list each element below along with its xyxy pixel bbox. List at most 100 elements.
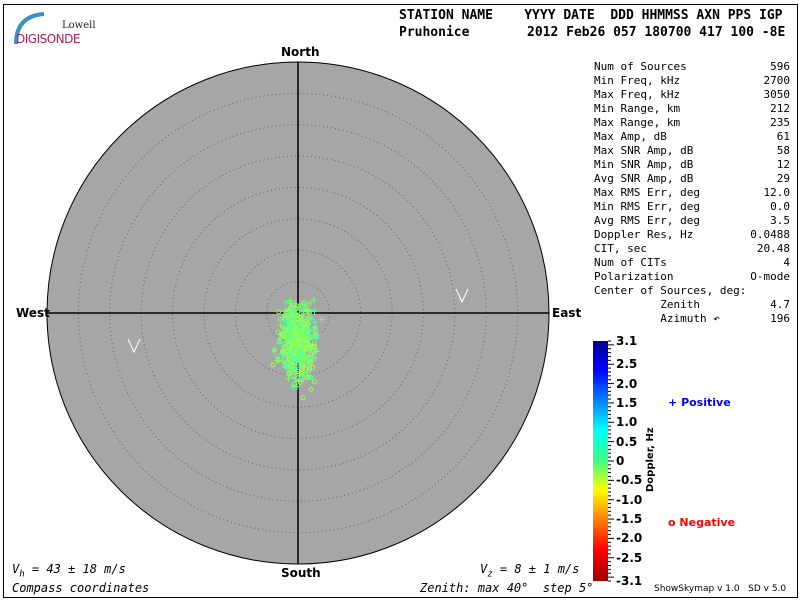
stat-value: 58 [776, 144, 790, 157]
stat-label: Azimuth ↶ [594, 312, 720, 325]
stat-label: Min Range, km [594, 102, 681, 115]
header-labels: STATION NAME YYYY DATE DDD HHMMSS AXN PP… [399, 8, 783, 23]
source-negative [307, 360, 313, 366]
logo-line2: DIGISONDE [16, 32, 80, 46]
source-negative [296, 334, 302, 340]
stat-value: 0.0488 [750, 228, 790, 241]
source-negative [302, 306, 308, 312]
stat-label: Min SNR Amp, dB [594, 158, 694, 171]
source-negative [305, 315, 311, 321]
plus-icon: + [668, 396, 678, 409]
source-negative [297, 314, 303, 320]
source-negative [293, 340, 299, 346]
stat-label: Num of CITs [594, 256, 667, 269]
stat-value: 12.0 [763, 186, 791, 199]
source-negative [286, 338, 292, 344]
stat-row: Avg SNR Amp, dB 29 [594, 172, 790, 186]
colorbar-tick-label: 0 [616, 454, 625, 468]
stat-row: Min RMS Err, deg 0.0 [594, 200, 790, 214]
source-negative [301, 300, 307, 306]
source-negative [282, 312, 288, 318]
source-negative [289, 333, 295, 339]
source-positive [296, 349, 303, 356]
stat-row: Num of Sources 596 [594, 60, 790, 74]
source-negative [282, 340, 288, 346]
stat-value: 4.7 [770, 298, 790, 311]
source-negative [305, 345, 311, 351]
station-name: Pruhonice [399, 25, 470, 40]
stat-label: Polarization [594, 270, 674, 283]
stat-row: Max Amp, dB 61 [594, 130, 790, 144]
south-label: South [281, 566, 321, 580]
stat-label: Max Amp, dB [594, 130, 667, 143]
colorbar-tick-label: 1.0 [616, 415, 638, 430]
stat-row: Min Freq, kHz 2700 [594, 74, 790, 88]
stat-row: Center of Sources, deg: [594, 284, 790, 298]
source-positive [286, 309, 293, 316]
stat-row: CIT, sec 20.48 [594, 242, 790, 256]
source-negative [277, 316, 283, 322]
legend-negative: o Negative [668, 516, 736, 529]
source-positive [310, 354, 317, 361]
source-positive [270, 348, 277, 355]
source-positive [307, 308, 314, 315]
source-negative [305, 375, 311, 381]
stat-row: Max SNR Amp, dB 58 [594, 144, 790, 158]
stat-value: 0.0 [770, 200, 790, 213]
source-negative [298, 370, 304, 376]
stat-row: Min SNR Amp, dB 12 [594, 158, 790, 172]
stat-label: Doppler Res, Hz [594, 228, 694, 241]
stat-row: Max Range, km 235 [594, 116, 790, 130]
colorbar-label: Doppler, Hz [645, 427, 656, 492]
stat-label: Max SNR Amp, dB [594, 144, 694, 157]
stat-label: CIT, sec [594, 242, 647, 255]
colorbar-tick-label: 0.5 [616, 434, 638, 449]
source-negative [275, 357, 281, 363]
source-positive [301, 326, 308, 333]
logo-arc-icon [14, 12, 45, 45]
source-negative [298, 344, 304, 350]
source-positive [310, 297, 317, 304]
stat-value: 4 [783, 256, 790, 269]
source-positive [314, 332, 321, 339]
source-positive [287, 358, 294, 365]
colorbar-tick-label: -2.5 [616, 550, 643, 565]
source-positive [294, 352, 301, 359]
stat-label: Min Freq, kHz [594, 74, 681, 87]
source-negative [286, 356, 292, 362]
colorbar-tick-label: -1.0 [616, 492, 643, 507]
source-positive [302, 355, 309, 362]
stat-label: Avg RMS Err, deg [594, 214, 700, 227]
stat-value: 596 [770, 60, 790, 73]
source-negative [304, 341, 310, 347]
source-negative [308, 351, 314, 357]
source-negative [306, 301, 312, 307]
source-negative [286, 316, 292, 322]
source-negative [287, 366, 293, 372]
stat-row: Doppler Res, Hz 0.0488 [594, 228, 790, 242]
source-negative [300, 395, 306, 401]
stat-value: 12 [776, 158, 790, 171]
header-values: 2012 Feb26 057 180700 417 100 -8E [527, 25, 786, 40]
colorbar-tick-label: 1.5 [616, 395, 638, 410]
stat-row: Max Freq, kHz 3050 [594, 88, 790, 102]
circle-icon: o [668, 516, 676, 529]
source-positive [283, 299, 290, 306]
source-negative [295, 371, 301, 377]
source-negative [297, 379, 303, 385]
source-positive [318, 316, 325, 323]
source-positive [280, 354, 287, 361]
stat-label: Max Freq, kHz [594, 88, 681, 101]
stat-value: 212 [770, 102, 790, 115]
stat-row: Num of CITs 4 [594, 256, 790, 270]
source-negative [292, 320, 298, 326]
wind-arrow-west [127, 338, 141, 354]
vz-readout: Vz = 8 ± 1 m/s [480, 562, 580, 580]
legend-positive: + Positive [668, 396, 731, 409]
source-negative [313, 328, 319, 334]
stat-value: 196 [770, 312, 790, 325]
stat-row: Max RMS Err, deg 12.0 [594, 186, 790, 200]
source-positive [284, 331, 291, 338]
source-negative [311, 379, 317, 385]
stat-row: Polarization O-mode [594, 270, 790, 284]
